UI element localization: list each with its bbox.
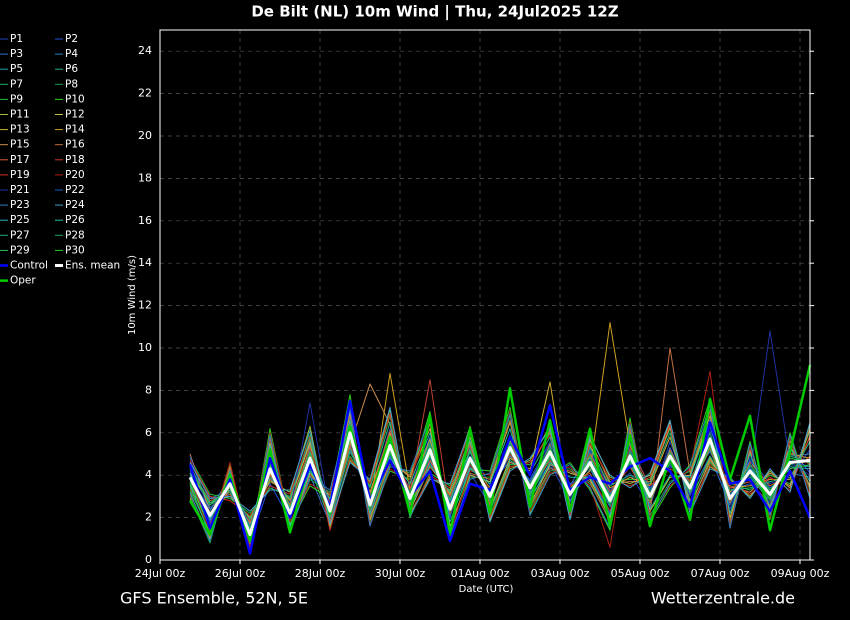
series-line <box>189 421 811 521</box>
legend-label: P4 <box>65 48 78 60</box>
legend-label: P27 <box>10 229 30 241</box>
x-tick-label: 26Jul 00z <box>215 567 266 580</box>
y-tick-label: 6 <box>145 426 152 439</box>
y-tick-label: 12 <box>138 299 152 312</box>
plot-area <box>159 30 812 561</box>
model-label: GFS Ensemble, 52N, 5E <box>120 589 308 608</box>
legend-label: P8 <box>65 78 78 90</box>
chart-title: De Bilt (NL) 10m Wind | Thu, 24Jul2025 1… <box>251 3 618 22</box>
legend-label: P3 <box>10 48 23 60</box>
series-line <box>189 413 811 531</box>
legend-label: P14 <box>65 124 85 136</box>
legend-label: Control <box>10 260 48 272</box>
y-tick-label: 20 <box>138 129 152 142</box>
x-tick-label: 09Aug 00z <box>771 567 830 580</box>
y-tick-label: 0 <box>145 553 152 566</box>
x-axis-label: Date (UTC) <box>459 584 514 595</box>
legend-label: P13 <box>10 124 30 136</box>
legend-label: P1 <box>10 33 23 45</box>
y-axis-label: 10m Wind (m/s) <box>127 255 138 335</box>
series-line <box>188 431 811 537</box>
legend-label: P30 <box>65 244 85 256</box>
legend-label: P9 <box>10 93 23 105</box>
legend-label: P24 <box>65 199 85 211</box>
x-tick-label: 07Aug 00z <box>691 567 750 580</box>
y-tick-label: 22 <box>138 87 152 100</box>
y-tick-label: 24 <box>138 44 152 57</box>
legend-label: Oper <box>10 275 36 287</box>
legend-label: P15 <box>10 139 30 151</box>
legend-label: P16 <box>65 139 85 151</box>
y-tick-label: 16 <box>138 214 152 227</box>
y-tick-label: 10 <box>138 341 152 354</box>
x-tick-label: 03Aug 00z <box>531 567 590 580</box>
legend-label: P17 <box>10 154 30 166</box>
y-tick-label: 4 <box>145 468 152 481</box>
legend-label: P2 <box>65 33 78 45</box>
legend-label: P23 <box>10 199 30 211</box>
legend-label: P18 <box>65 154 85 166</box>
legend-label: P29 <box>10 244 30 256</box>
legend-label: P28 <box>65 229 85 241</box>
x-tick-label: 01Aug 00z <box>451 567 510 580</box>
x-tick-label: 28Jul 00z <box>295 567 346 580</box>
legend-label: P20 <box>65 169 85 181</box>
x-tick-label: 30Jul 00z <box>375 567 426 580</box>
legend-label: P19 <box>10 169 30 181</box>
series-line <box>188 399 812 555</box>
y-tick-label: 8 <box>145 383 152 396</box>
y-tick-label: 14 <box>138 256 152 269</box>
legend-label: P6 <box>65 63 78 75</box>
x-tick-label: 05Aug 00z <box>611 567 670 580</box>
legend-label: P22 <box>65 184 85 196</box>
y-tick-label: 18 <box>138 171 152 184</box>
legend-label: P12 <box>65 109 85 121</box>
plot-frame <box>159 29 811 561</box>
series-line <box>189 406 811 525</box>
legend-label: P11 <box>10 109 30 121</box>
legend-label: P5 <box>10 63 23 75</box>
legend-label: P25 <box>10 214 30 226</box>
series-line <box>188 364 812 543</box>
legend-label: P26 <box>65 214 85 226</box>
source-label: Wetterzentrale.de <box>651 589 795 608</box>
legend-label: Ens. mean <box>65 260 120 272</box>
legend-label: P21 <box>10 184 30 196</box>
legend-label: P10 <box>65 93 85 105</box>
legend-label: P7 <box>10 78 23 90</box>
y-tick-label: 2 <box>145 511 152 524</box>
x-tick-label: 24Jul 00z <box>135 567 186 580</box>
